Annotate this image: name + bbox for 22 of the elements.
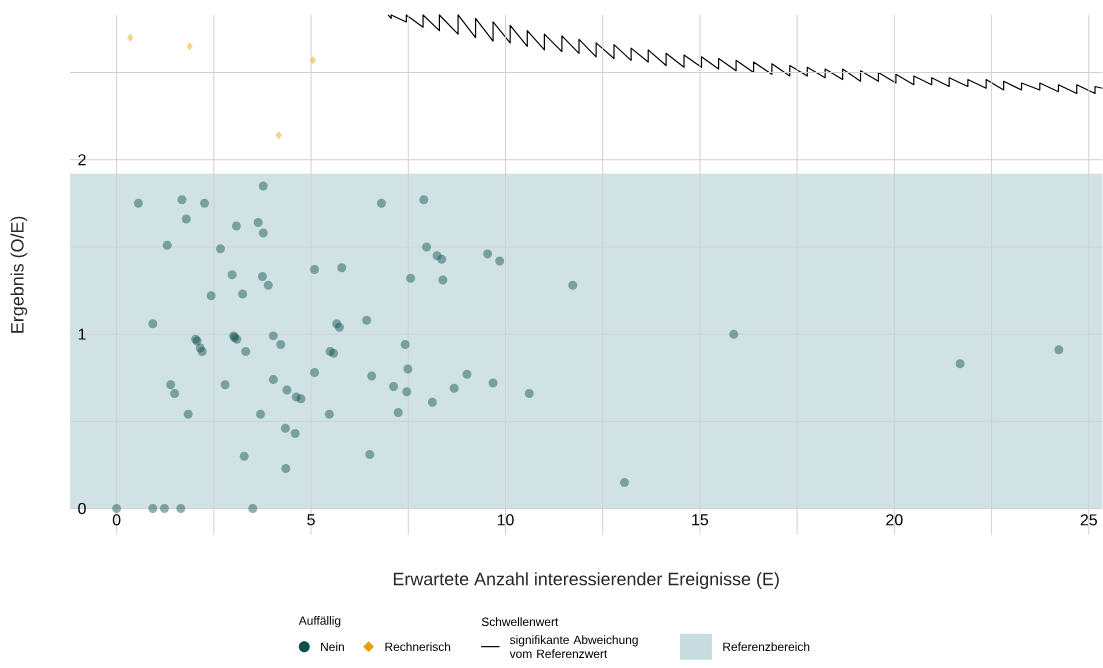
legend-label: Nein bbox=[321, 642, 344, 652]
y-tick-label: 0 bbox=[78, 503, 86, 515]
x-tick-label: 25 bbox=[1080, 514, 1097, 526]
legend-label: Rechnerisch bbox=[385, 642, 451, 652]
y-tick-label: 2 bbox=[78, 154, 86, 166]
x-tick-label: 0 bbox=[112, 514, 121, 526]
y-tick-label: 1 bbox=[78, 328, 86, 340]
y-axis-title: Ergebnis (O/E) bbox=[10, 216, 28, 333]
point bbox=[186, 42, 193, 51]
x-tick-label: 15 bbox=[692, 514, 709, 526]
legend-label: Referenzbereich bbox=[723, 642, 810, 652]
x-tick-label: 10 bbox=[497, 514, 514, 526]
x-axis-title: Erwartete Anzahl interessierender Ereignisse (E) bbox=[393, 572, 779, 590]
legend-title: Auffällig bbox=[298, 616, 341, 628]
point bbox=[275, 131, 282, 140]
point bbox=[309, 56, 317, 65]
line-series bbox=[387, 14, 1103, 95]
legend-label: signifikante Abweichung vom Referenzwert bbox=[509, 635, 638, 659]
x-tick-label: 5 bbox=[307, 514, 315, 526]
text: Schwellenwert bbox=[481, 617, 559, 627]
point bbox=[127, 33, 134, 43]
x-tick-label: 20 bbox=[886, 514, 903, 526]
